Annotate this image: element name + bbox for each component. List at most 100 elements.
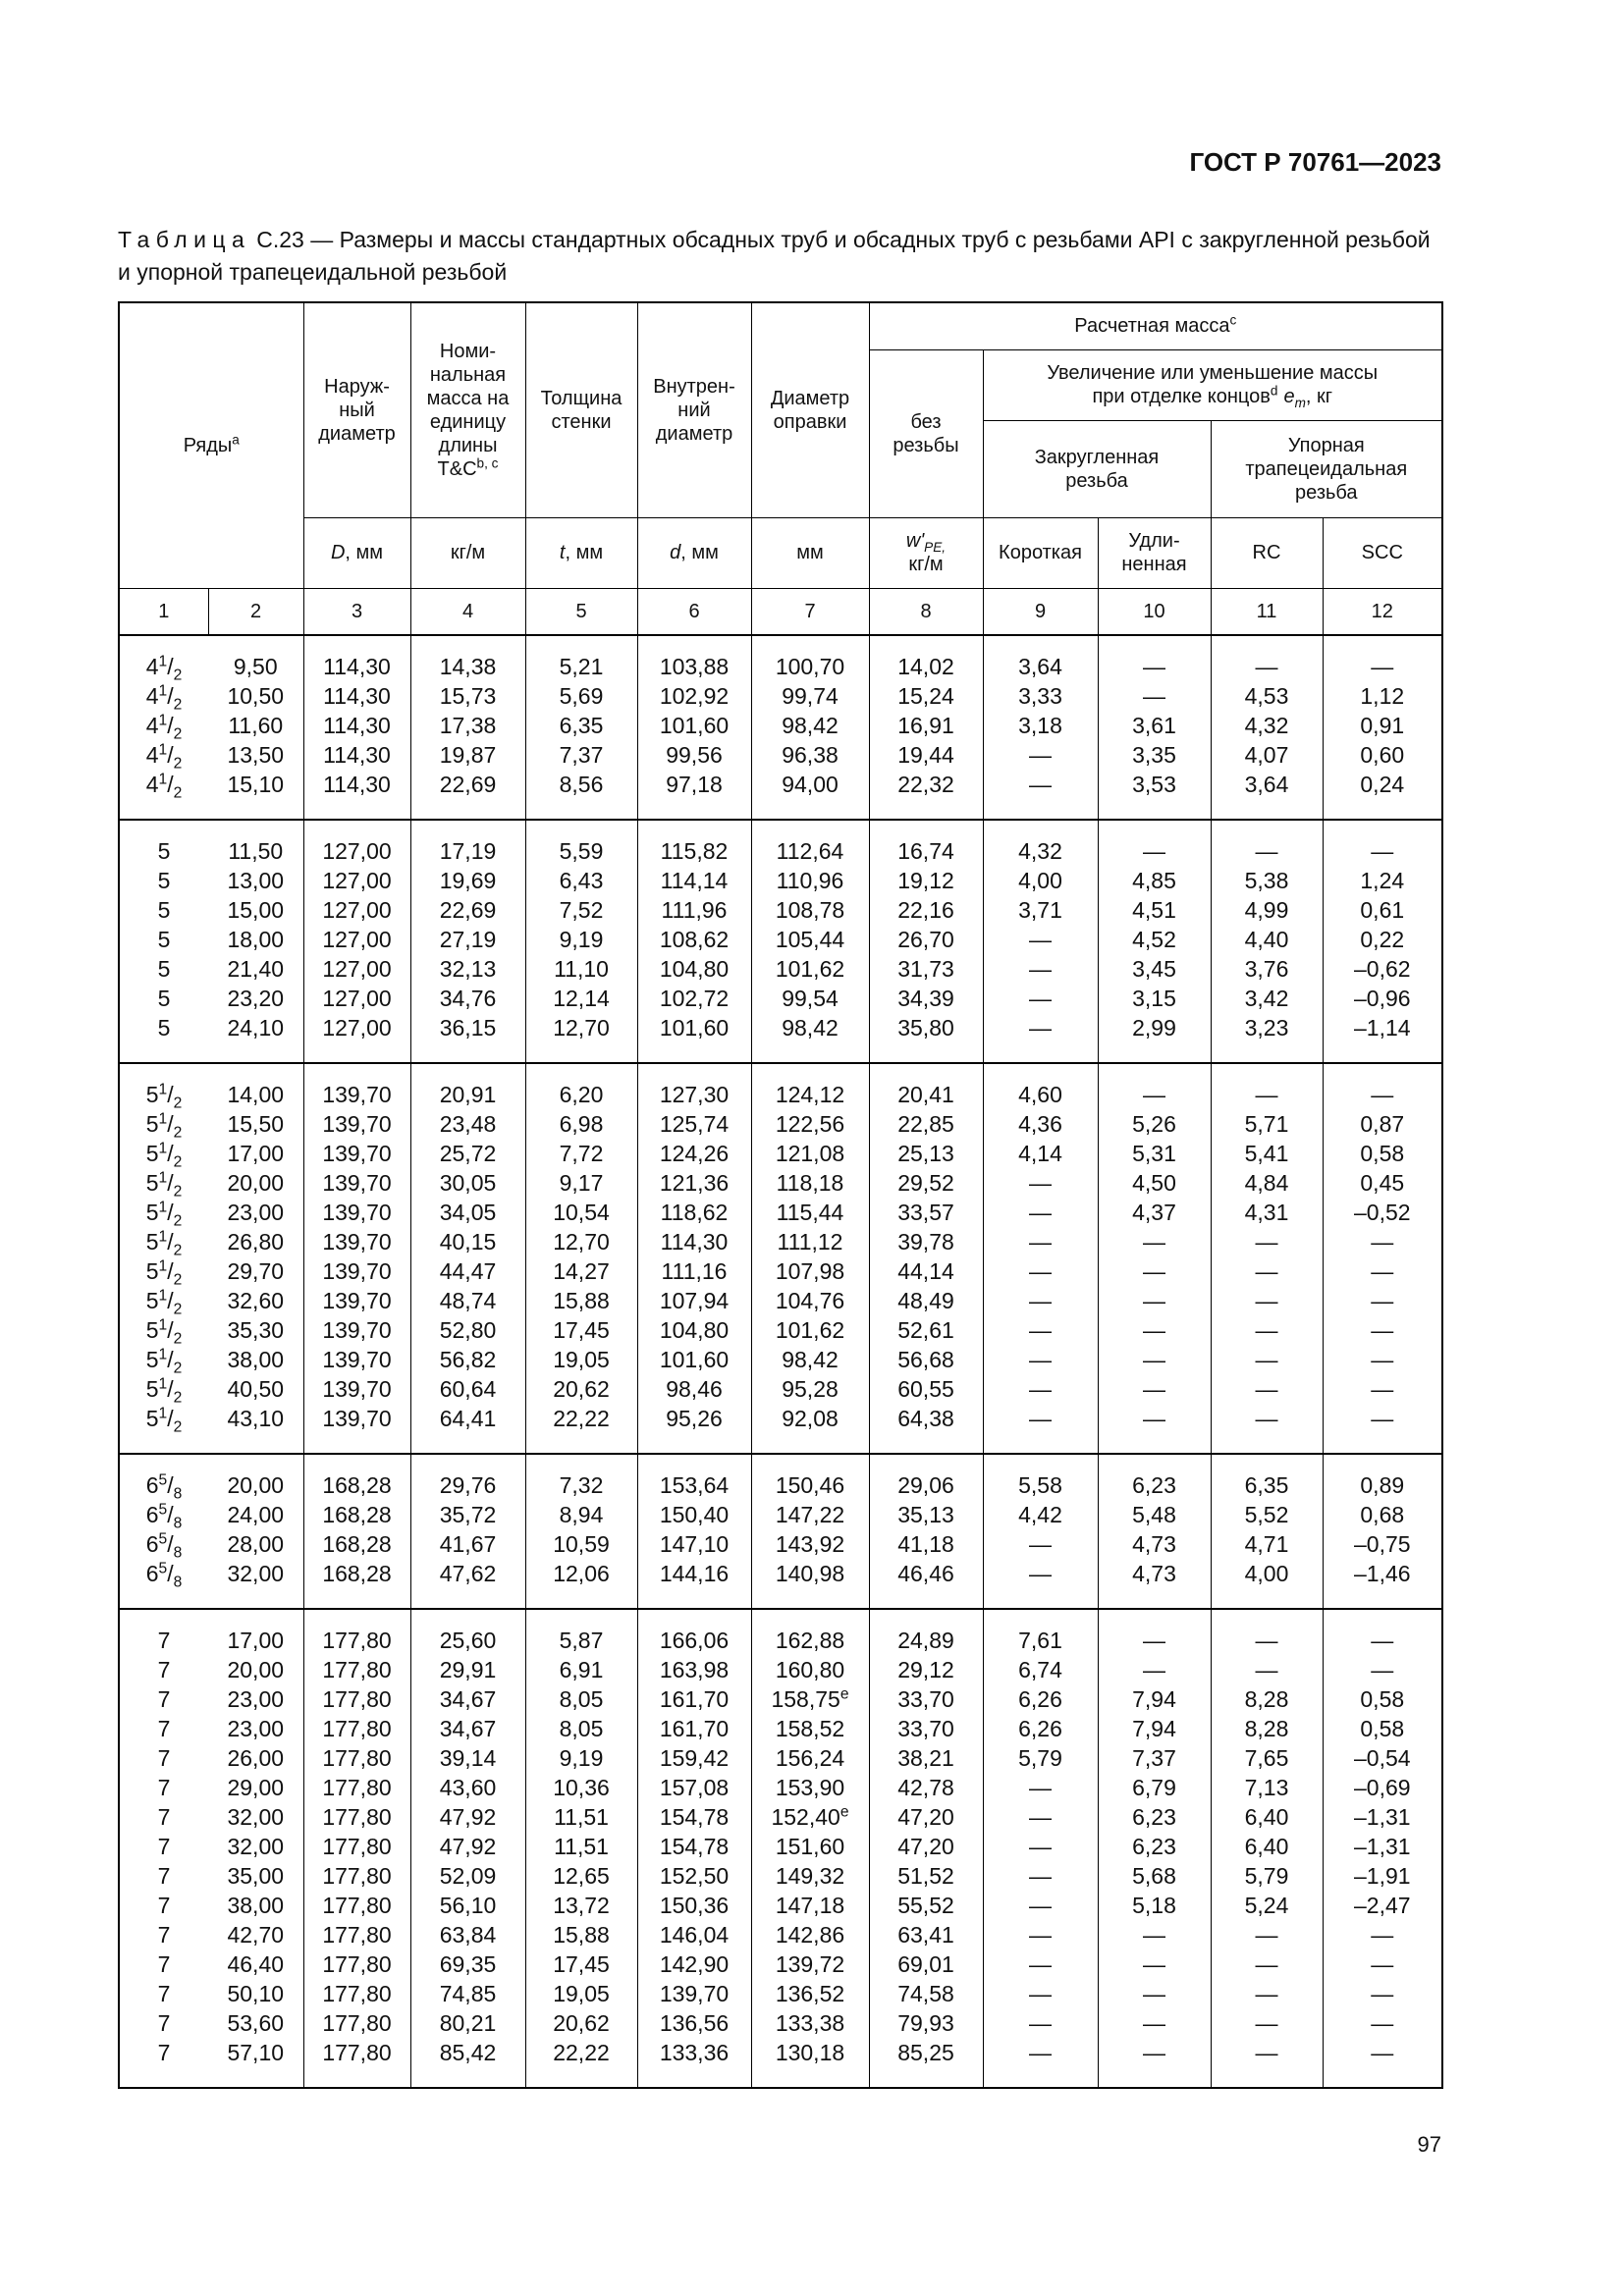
text-text: 152,40 — [771, 1804, 840, 1830]
table-cell: 11,50 — [208, 820, 304, 866]
table-cell: — — [1097, 1374, 1212, 1404]
text-text: / — [167, 1472, 174, 1498]
table-cell: 163,98 — [636, 1655, 752, 1684]
table-cell: 96,38 — [750, 740, 870, 770]
text-text: 4 — [145, 742, 159, 768]
table-cell: 6,26 — [982, 1714, 1099, 1743]
table-cell: — — [982, 1404, 1099, 1454]
unit-cell: Короткая — [982, 516, 1099, 589]
table-cell: 28,00 — [208, 1529, 304, 1559]
table-cell: 0,45 — [1322, 1168, 1443, 1198]
table-cell: — — [982, 954, 1099, 984]
table-cell: 0,58 — [1322, 1714, 1443, 1743]
table-cell: 51/2 — [118, 1345, 208, 1376]
text-sub: 2 — [173, 1242, 183, 1259]
table-row: 51/2 20,00 139,70 30,05 9,17 121,36 118,18 29,5… — [118, 1168, 1443, 1201]
table-cell: 32,00 — [208, 1802, 304, 1832]
table-cell: 22,22 — [524, 1404, 638, 1454]
table-cell: 14,02 — [868, 635, 984, 681]
table-cell: — — [1322, 1227, 1443, 1256]
table-cell: 4,99 — [1210, 895, 1324, 925]
table-cell: — — [982, 1286, 1099, 1315]
table-cell: 144,16 — [636, 1559, 752, 1609]
text-sub: 8 — [173, 1515, 183, 1532]
text-text: , кг — [1305, 386, 1333, 407]
table-cell: 41/2 — [118, 711, 208, 742]
table-cell: — — [1210, 1920, 1324, 1949]
table-cell: 0,91 — [1322, 711, 1443, 740]
text-text: 4 — [145, 654, 159, 679]
text-sup: 1 — [158, 1169, 168, 1187]
table-cell: 101,62 — [750, 1315, 870, 1345]
table-row: 7 46,40 177,80 69,35 17,45 142,90 139,72 69,01—… — [118, 1949, 1443, 1979]
table-cell: 150,36 — [636, 1891, 752, 1920]
table-cell: 177,80 — [302, 1979, 411, 2008]
column-number-row: 1 2 3 4 5 6 7 8 9 10 11 12 — [118, 587, 1443, 636]
table-cell: 5 — [118, 984, 208, 1013]
table-cell: 147,22 — [750, 1500, 870, 1529]
table-cell: — — [982, 1979, 1099, 2008]
table-cell: 139,70 — [302, 1109, 411, 1139]
table-cell: 3,33 — [982, 681, 1099, 711]
table-cell: 151,60 — [750, 1832, 870, 1861]
table-cell: 114,30 — [302, 635, 411, 681]
table-cell: 4,73 — [1097, 1559, 1212, 1609]
table-cell: — — [1322, 1920, 1443, 1949]
table-cell: 5,59 — [524, 820, 638, 866]
table-cell: –1,31 — [1322, 1832, 1443, 1861]
table-cell: 107,98 — [750, 1256, 870, 1286]
unit-cell: d, мм — [636, 516, 752, 589]
table-cell: 41,67 — [409, 1529, 526, 1559]
table-cell: 14,00 — [208, 1063, 304, 1109]
table-cell: 102,72 — [636, 984, 752, 1013]
table-cell: 41,18 — [868, 1529, 984, 1559]
text-sup: c — [1229, 312, 1237, 328]
text-sub: 2 — [173, 1183, 183, 1201]
table-cell: 177,80 — [302, 1684, 411, 1714]
column-number: 3 — [302, 587, 411, 636]
table-cell: 51/2 — [118, 1168, 208, 1201]
table-cell: 127,00 — [302, 954, 411, 984]
table-cell: 127,00 — [302, 895, 411, 925]
table-cell: 17,00 — [208, 1139, 304, 1168]
text-text: 5 — [145, 1111, 159, 1137]
row-group: 65/8 20,00 168,28 29,76 7,32 153,64 150,46 29,0… — [118, 1454, 1443, 1609]
table-cell: 52,09 — [409, 1861, 526, 1891]
table-cell: 40,50 — [208, 1374, 304, 1404]
table-cell: 154,78 — [636, 1802, 752, 1832]
table-cell: 101,60 — [636, 711, 752, 740]
table-cell: 10,50 — [208, 681, 304, 711]
table-cell: 65/8 — [118, 1500, 208, 1532]
table-cell: — — [1322, 1063, 1443, 1109]
table-cell: — — [1322, 2008, 1443, 2038]
unit-cell: w'PE, кг/м — [868, 516, 984, 589]
table-row: 5 13,00 127,00 19,69 6,43 114,14 110,96 19,12 4,… — [118, 866, 1443, 895]
table-cell: 136,52 — [750, 1979, 870, 2008]
table-cell: 22,69 — [409, 895, 526, 925]
table-cell: –0,96 — [1322, 984, 1443, 1013]
table-cell: 118,18 — [750, 1168, 870, 1198]
table-cell: 47,62 — [409, 1559, 526, 1609]
table-cell: 32,00 — [208, 1832, 304, 1861]
table-cell: 4,50 — [1097, 1168, 1212, 1198]
table-caption: Таблица С.23 — Размеры и массы стандартны… — [118, 224, 1441, 289]
table-cell: 177,80 — [302, 1949, 411, 1979]
table-cell: 158,52 — [750, 1714, 870, 1743]
text-text: Ряды — [183, 434, 233, 456]
table-cell: 51/2 — [118, 1315, 208, 1347]
table-cell: 42,78 — [868, 1773, 984, 1802]
table-cell: 46,40 — [208, 1949, 304, 1979]
table-cell: 19,44 — [868, 740, 984, 770]
table-cell: 47,92 — [409, 1832, 526, 1861]
table-cell: 6,23 — [1097, 1454, 1212, 1500]
table-cell: 177,80 — [302, 1609, 411, 1655]
table-cell: 101,62 — [750, 954, 870, 984]
table-cell: 17,45 — [524, 1315, 638, 1345]
table-cell: 177,80 — [302, 1891, 411, 1920]
table-cell: — — [982, 1374, 1099, 1404]
table-row: 51/2 26,80 139,70 40,15 12,70 114,30 111,12 39,… — [118, 1227, 1443, 1259]
table-cell: 5,41 — [1210, 1139, 1324, 1168]
text-text: 6 — [145, 1561, 159, 1586]
table-cell: 43,60 — [409, 1773, 526, 1802]
